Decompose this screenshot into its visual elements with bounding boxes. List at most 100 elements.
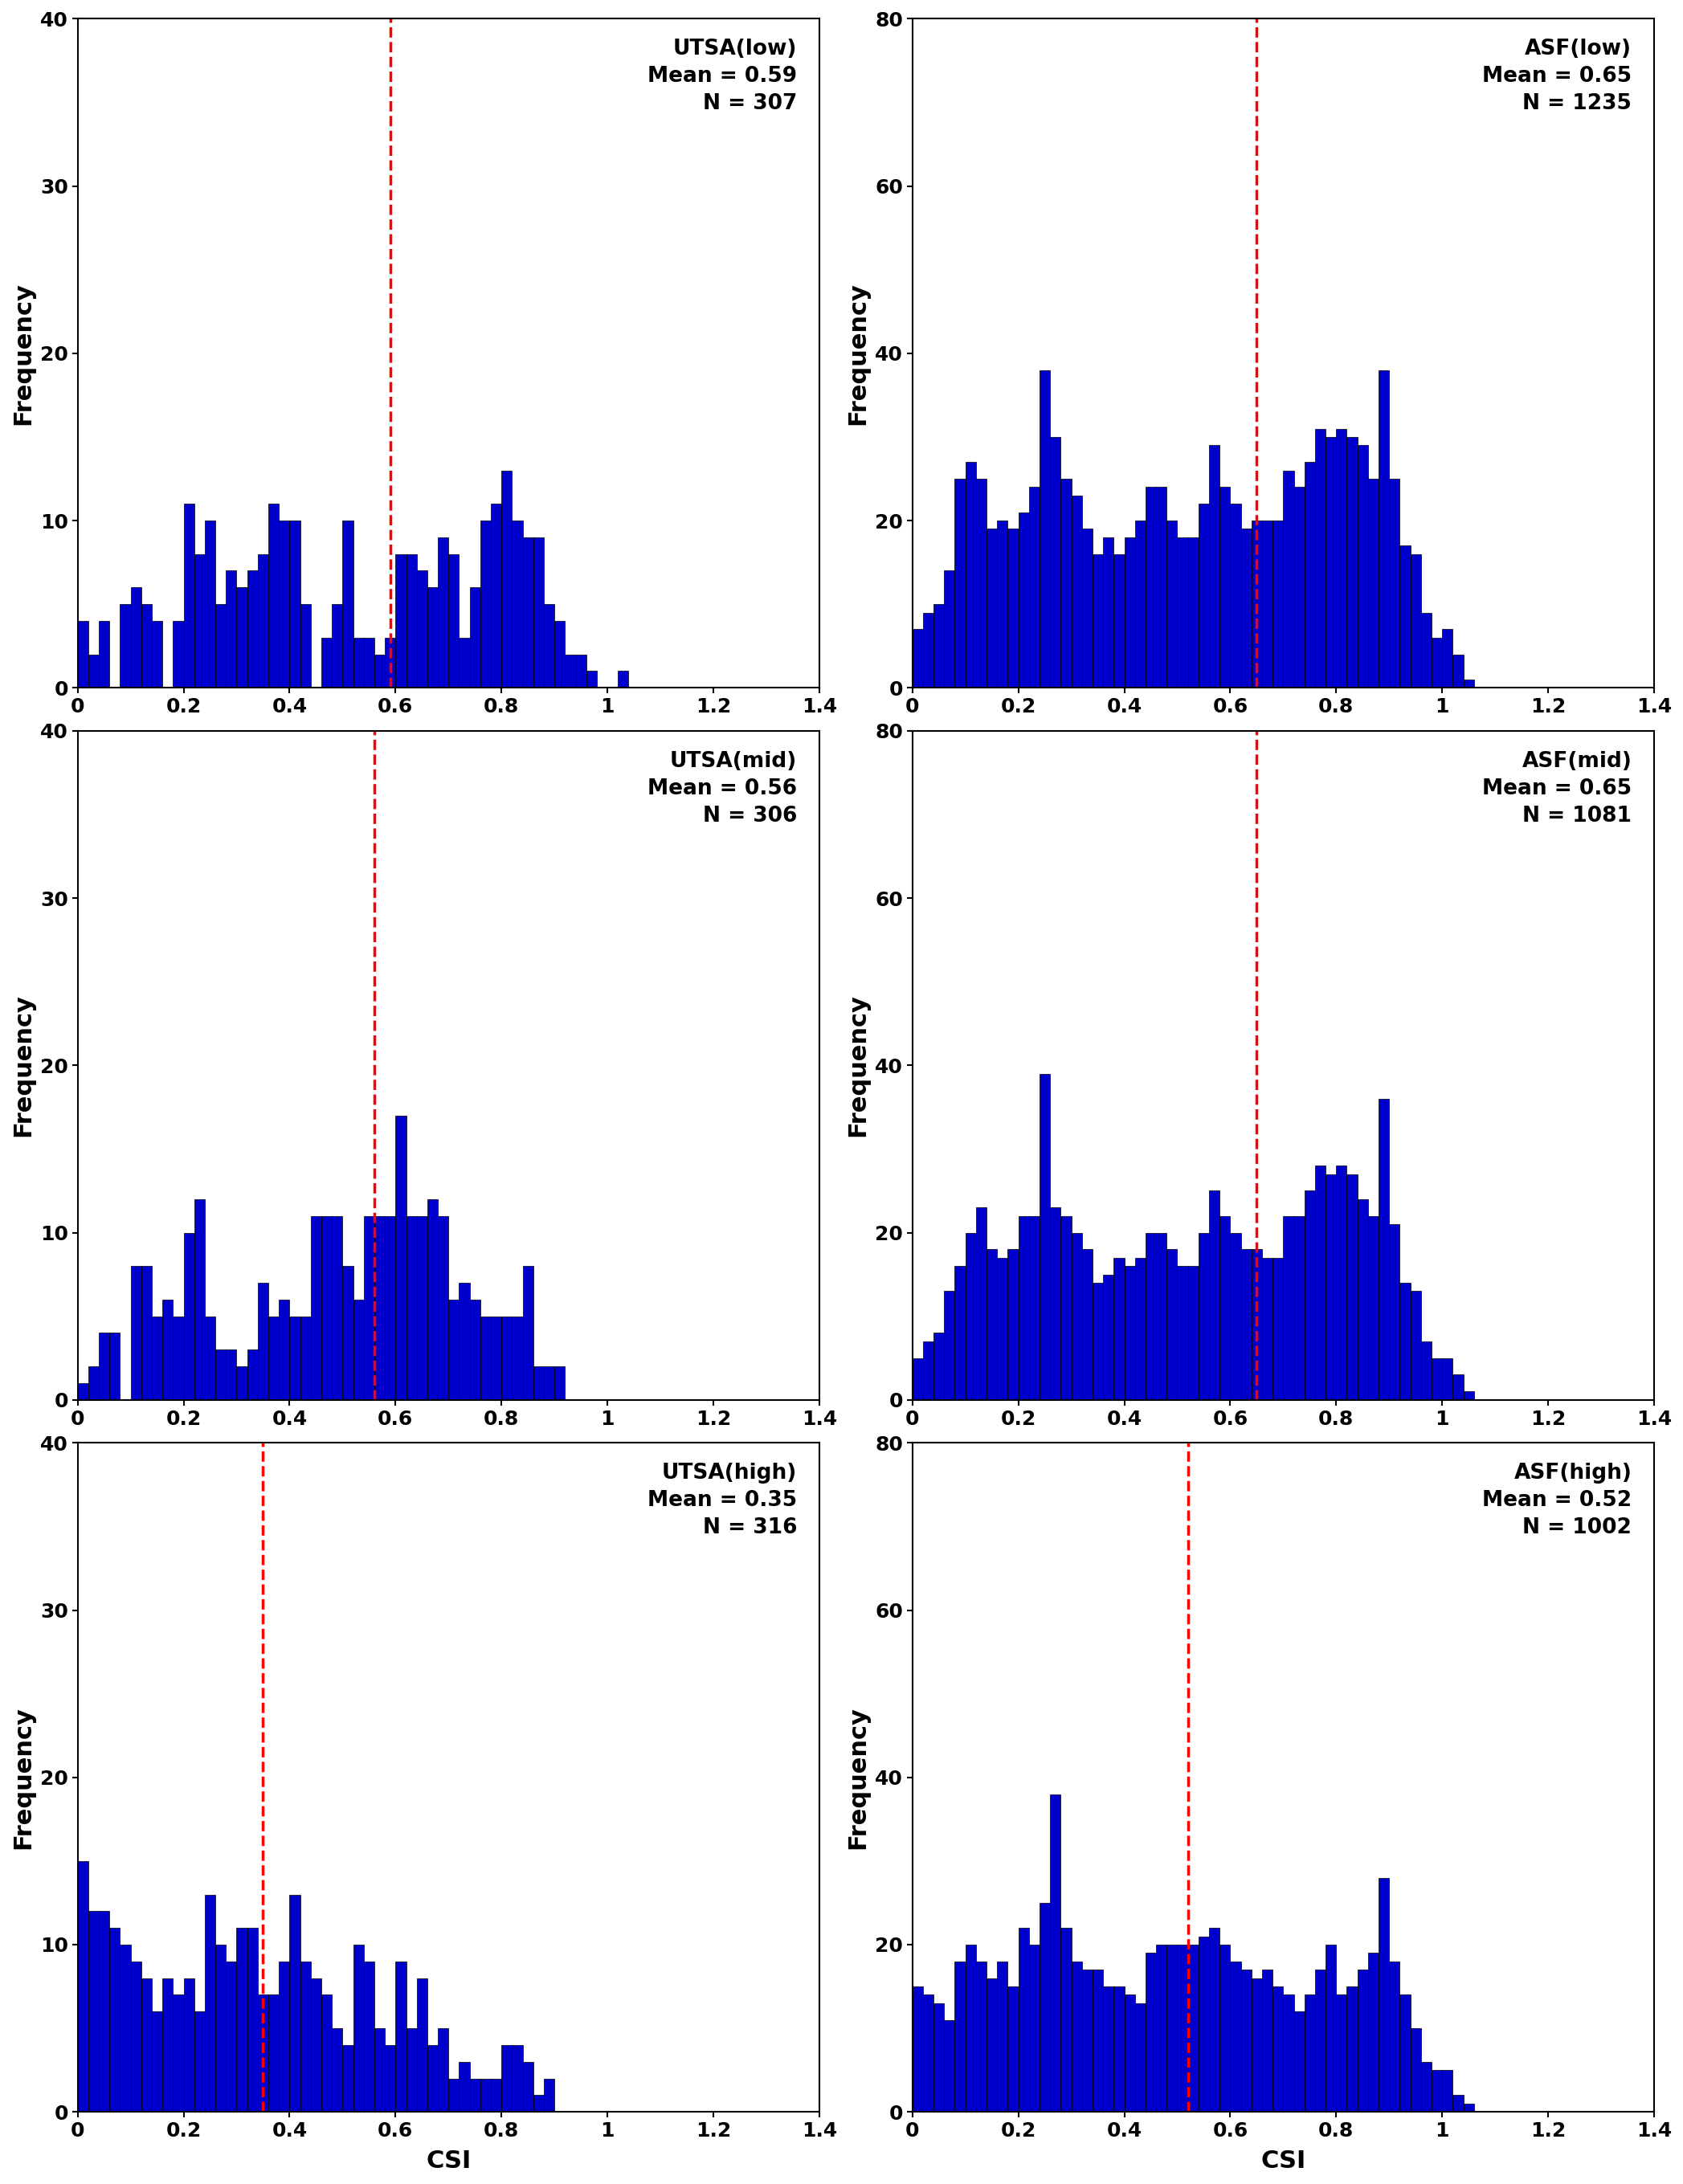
Bar [986, 1979, 996, 2112]
Bar [1400, 1282, 1410, 1400]
Y-axis label: Frequency: Frequency [12, 1706, 34, 1850]
Bar [1008, 1249, 1018, 1400]
Bar [77, 1861, 88, 2112]
Bar [944, 2020, 954, 2112]
Bar [141, 605, 151, 688]
Bar [1018, 513, 1028, 688]
Bar [986, 529, 996, 688]
Text: ASF(high)
Mean = 0.52
N = 1002: ASF(high) Mean = 0.52 N = 1002 [1483, 1463, 1633, 1538]
Bar [534, 537, 544, 688]
Bar [1060, 1216, 1072, 1400]
Bar [353, 1944, 364, 2112]
Bar [1240, 1970, 1252, 2112]
Bar [1378, 1878, 1388, 2112]
Bar [1262, 520, 1272, 688]
Bar [406, 555, 417, 688]
Bar [448, 1299, 459, 1400]
Bar [205, 520, 215, 688]
Bar [996, 1961, 1008, 2112]
Bar [1134, 520, 1146, 688]
Bar [99, 620, 109, 688]
Bar [944, 570, 954, 688]
Bar [364, 638, 374, 688]
Bar [1124, 1994, 1134, 2112]
Bar [247, 570, 257, 688]
Bar [119, 605, 131, 688]
Bar [1102, 537, 1114, 688]
Bar [1114, 555, 1124, 688]
Bar [1314, 428, 1326, 688]
Bar [1198, 1937, 1208, 2112]
Bar [1388, 1961, 1400, 2112]
Bar [438, 1216, 448, 1400]
Bar [1134, 1258, 1146, 1400]
Bar [534, 2094, 544, 2112]
Bar [1240, 529, 1252, 688]
Bar [1040, 1075, 1050, 1400]
Bar [226, 1961, 237, 2112]
Bar [996, 1258, 1008, 1400]
Bar [1146, 487, 1156, 688]
Bar [226, 1350, 237, 1400]
Bar [257, 1282, 268, 1400]
Bar [1336, 1994, 1346, 2112]
Bar [332, 1216, 343, 1400]
Bar [151, 2011, 162, 2112]
Bar [1314, 1166, 1326, 1400]
Bar [237, 587, 247, 688]
Bar [374, 1216, 385, 1400]
Bar [1282, 470, 1294, 688]
Bar [934, 605, 944, 688]
Bar [1198, 1232, 1208, 1400]
Bar [226, 570, 237, 688]
Bar [1208, 1928, 1220, 2112]
Bar [343, 2044, 353, 2112]
Bar [1114, 1987, 1124, 2112]
Bar [1400, 1994, 1410, 2112]
Bar [1008, 1987, 1018, 2112]
Bar [385, 2044, 396, 2112]
Bar [966, 463, 976, 688]
Bar [534, 1367, 544, 1400]
Y-axis label: Frequency: Frequency [847, 994, 870, 1136]
Bar [279, 1299, 289, 1400]
Bar [385, 638, 396, 688]
Bar [1378, 369, 1388, 688]
Bar [502, 1317, 512, 1400]
Text: UTSA(mid)
Mean = 0.56
N = 306: UTSA(mid) Mean = 0.56 N = 306 [648, 751, 798, 826]
Bar [480, 1317, 491, 1400]
Bar [523, 2062, 534, 2112]
Bar [523, 537, 534, 688]
Bar [1220, 1944, 1230, 2112]
Bar [99, 1911, 109, 2112]
Bar [459, 1282, 470, 1400]
Bar [544, 2079, 554, 2112]
Bar [1040, 1902, 1050, 2112]
Bar [1442, 1358, 1452, 1400]
Bar [1028, 487, 1040, 688]
Bar [321, 1994, 332, 2112]
Bar [1452, 2094, 1463, 2112]
Bar [279, 520, 289, 688]
Bar [1346, 437, 1358, 688]
Bar [215, 605, 226, 688]
Bar [922, 1341, 934, 1400]
Bar [1420, 2062, 1432, 2112]
Bar [1178, 1267, 1188, 1400]
Bar [1178, 537, 1188, 688]
Bar [448, 555, 459, 688]
Bar [480, 2079, 491, 2112]
Bar [1282, 1216, 1294, 1400]
Bar [523, 1267, 534, 1400]
Bar [343, 1267, 353, 1400]
Bar [1252, 1249, 1262, 1400]
Bar [257, 555, 268, 688]
Bar [1018, 1216, 1028, 1400]
Bar [1092, 1282, 1102, 1400]
Bar [1463, 679, 1474, 688]
Bar [1432, 2070, 1442, 2112]
Bar [289, 1894, 300, 2112]
Bar [1304, 463, 1314, 688]
Bar [502, 470, 512, 688]
Bar [343, 520, 353, 688]
